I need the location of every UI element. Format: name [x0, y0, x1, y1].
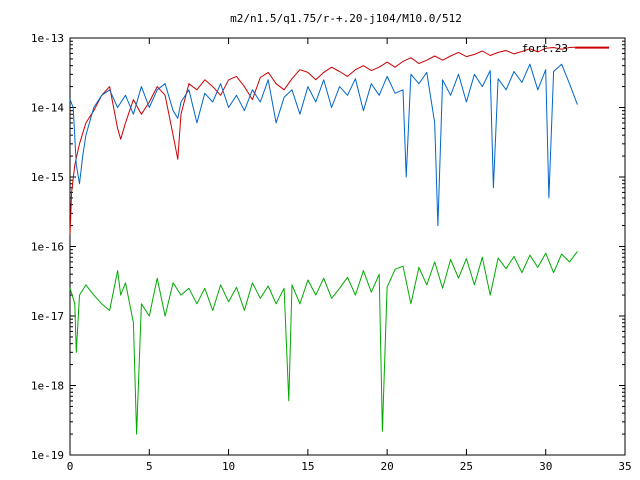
axis-ticks: 0 5 10 15 20 25 30 35 1e-19 1e-18 1e-17 1e-16 1e-15 1…: [31, 32, 632, 473]
y-tick-label: 1e-14: [31, 102, 64, 115]
x-tick-label: 35: [618, 460, 631, 473]
x-tick-label: 10: [222, 460, 235, 473]
x-tick-label: 0: [67, 460, 74, 473]
x-tick-label: 15: [301, 460, 314, 473]
legend-label: fort.23: [522, 42, 568, 55]
x-tick-label: 25: [460, 460, 473, 473]
chart-title: m2/n1.5/q1.75/r-+.20-j104/M10.0/512: [230, 12, 462, 25]
x-tick-label: 30: [539, 460, 552, 473]
x-tick-label: 20: [381, 460, 394, 473]
x-tick-label: 5: [146, 460, 153, 473]
series-lines: [69, 46, 610, 435]
y-tick-label: 1e-15: [31, 171, 64, 184]
y-tick-label: 1e-18: [31, 380, 64, 393]
y-tick-label: 1e-17: [31, 310, 64, 323]
y-tick-label: 1e-13: [31, 32, 64, 45]
series-line-1: [69, 46, 610, 235]
y-tick-label: 1e-19: [31, 449, 64, 462]
series-line-2: [69, 63, 578, 227]
y-tick-label: 1e-16: [31, 241, 64, 254]
legend: fort.23: [522, 42, 609, 55]
plot-frame: [69, 37, 626, 456]
series-line-3: [69, 251, 578, 435]
